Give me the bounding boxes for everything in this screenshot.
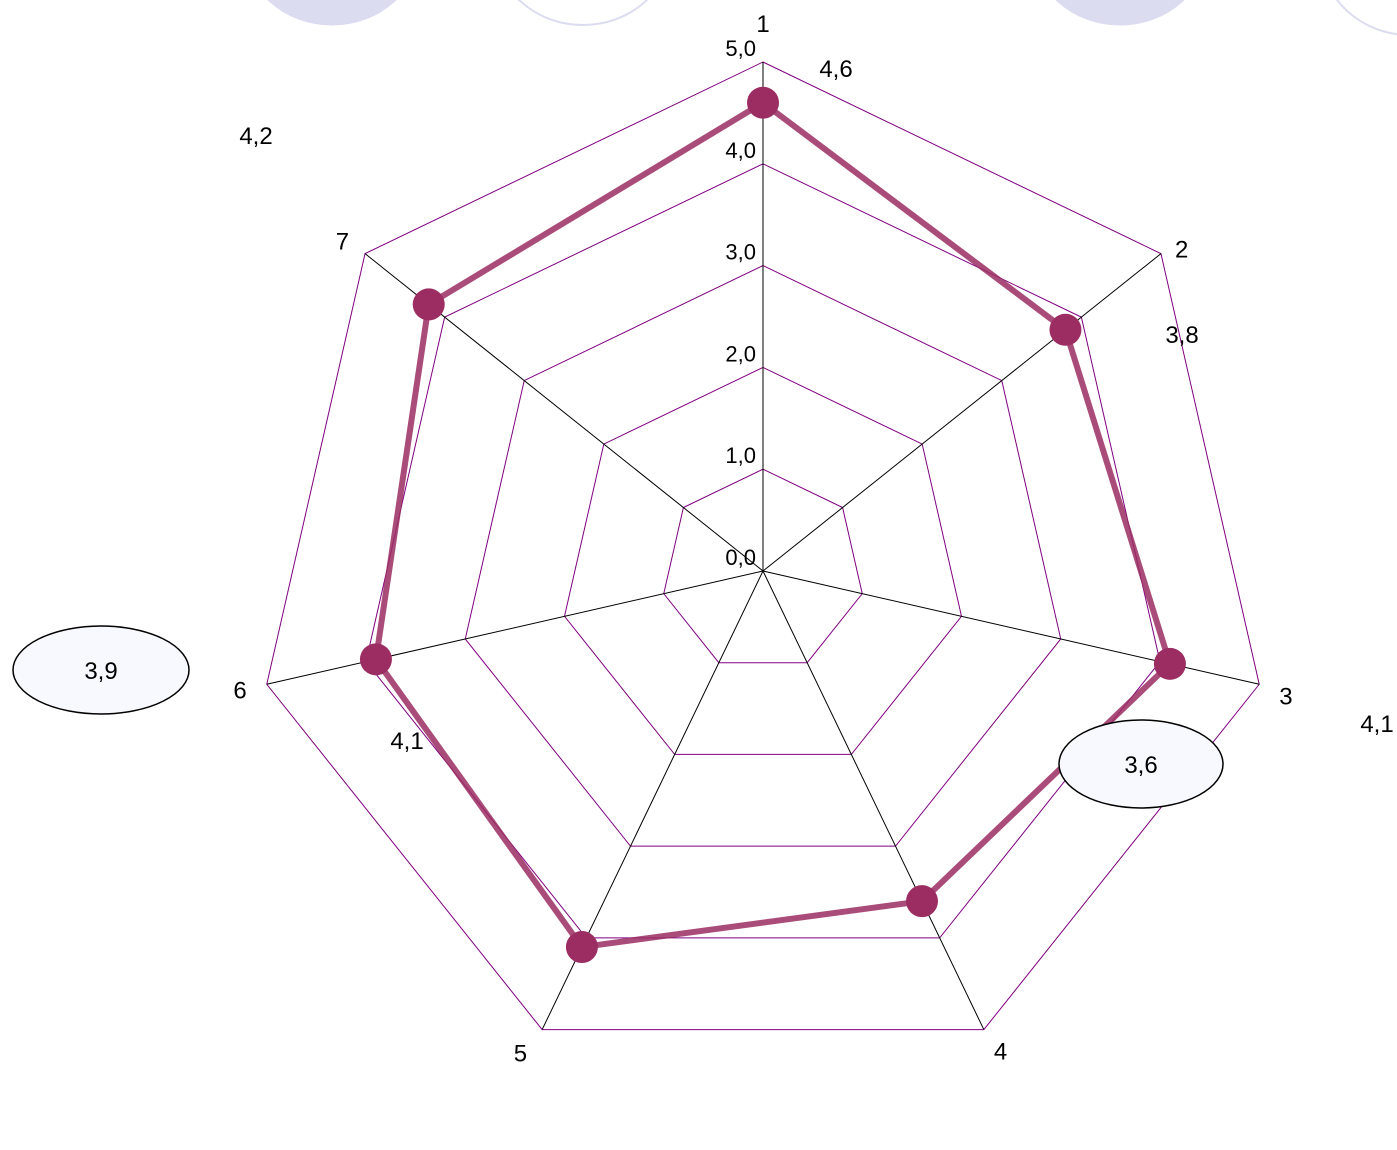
value-label-5: 4,1 (390, 728, 423, 755)
category-label-2: 2 (1175, 237, 1188, 264)
grid-ring-3 (464, 265, 1062, 847)
data-point-3 (1153, 647, 1186, 680)
data-point-4 (906, 885, 939, 918)
spoke-6 (266, 570, 764, 685)
data-point-5 (565, 931, 598, 964)
tick-label-1: 1,0 (725, 443, 756, 468)
value-label-1: 4,6 (819, 56, 852, 83)
decor-ellipse-1 (267, 0, 397, 26)
category-label-3: 3 (1279, 683, 1292, 710)
decor-ellipse-3 (1055, 0, 1185, 26)
tick-label-5: 5,0 (725, 36, 756, 61)
category-labels: 1 2 3 4 5 6 7 (233, 11, 1292, 1068)
radar-grid (266, 61, 1260, 1031)
decor-ellipse-4 (1336, 0, 1397, 36)
category-label-1: 1 (756, 11, 769, 38)
radial-tick-labels: 0,0 1,0 2,0 3,0 4,0 5,0 (725, 36, 756, 570)
tick-label-3: 3,0 (725, 240, 756, 265)
category-label-6: 6 (233, 677, 246, 704)
radar-series (372, 99, 1173, 951)
data-point-6 (359, 643, 392, 676)
value-bubble-4 (1058, 719, 1224, 809)
value-labels: 4,6 3,8 4,1 3,6 4,1 3,9 4,2 (12, 56, 1394, 809)
value-label-2: 3,8 (1165, 322, 1198, 349)
radar-spokes (266, 62, 1260, 1030)
tick-label-2: 2,0 (725, 341, 756, 366)
data-point-2 (1049, 313, 1082, 346)
radar-markers (359, 86, 1186, 964)
grid-ring-2 (563, 366, 963, 755)
value-label-3: 4,1 (1360, 711, 1393, 738)
decor-ellipse-2 (517, 0, 649, 26)
top-decorations (267, 0, 1397, 36)
tick-label-4: 4,0 (725, 138, 756, 163)
category-label-5: 5 (514, 1041, 527, 1068)
value-bubble-6 (12, 625, 190, 715)
grid-ring-1 (663, 468, 863, 664)
data-point-1 (747, 86, 779, 119)
spoke-4 (762, 570, 985, 1030)
data-point-7 (412, 288, 445, 321)
category-label-4: 4 (994, 1039, 1007, 1066)
spoke-2 (762, 253, 1162, 572)
grid-ring-4 (365, 163, 1161, 939)
series-line (372, 99, 1173, 951)
value-label-7: 4,2 (239, 123, 272, 150)
tick-label-0: 0,0 (725, 545, 756, 570)
category-label-7: 7 (336, 229, 349, 256)
value-label-4: 3,6 (1124, 752, 1157, 779)
value-label-6: 3,9 (84, 658, 117, 685)
grid-ring-5 (266, 61, 1260, 1031)
